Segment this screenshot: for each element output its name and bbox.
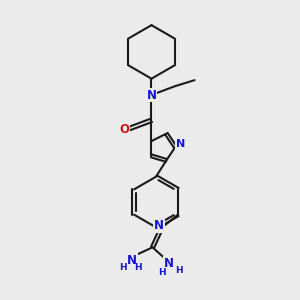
Text: N: N	[146, 88, 157, 101]
Text: H: H	[158, 268, 166, 277]
Text: H: H	[119, 263, 127, 272]
Text: O: O	[119, 123, 129, 136]
Text: H: H	[134, 263, 142, 272]
Text: H: H	[175, 266, 182, 275]
Text: N: N	[164, 257, 174, 270]
Text: N: N	[176, 139, 185, 149]
Text: N: N	[154, 219, 164, 232]
Text: N: N	[127, 254, 137, 267]
